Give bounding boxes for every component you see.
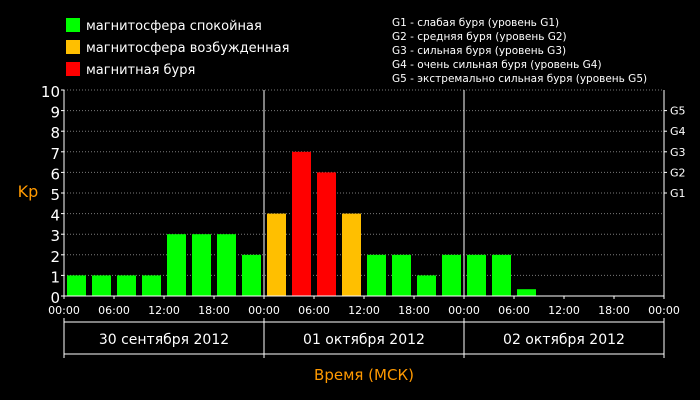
bar — [492, 254, 511, 296]
storm-level-legend: G1 - слабая буря (уровень G1) G2 - средн… — [392, 17, 647, 85]
y-tick-label: 1 — [50, 268, 60, 286]
y-tick-label: 0 — [50, 289, 60, 307]
storm-level-g4: G4 - очень сильная буря (уровень G4) — [392, 59, 602, 71]
y-tick-label: 4 — [50, 207, 60, 225]
y-tick-label: 5 — [50, 186, 60, 204]
bar — [267, 213, 286, 296]
storm-level-g1: G1 - слабая буря (уровень G1) — [392, 17, 559, 29]
storm-level-tick-label: G4 — [670, 125, 686, 138]
legend-label-quiet: магнитосфера спокойная — [86, 19, 262, 34]
bar — [167, 234, 186, 296]
bar — [242, 254, 261, 296]
x-tick-label: 06:00 — [498, 304, 530, 317]
x-axis-label: Время (МСК) — [314, 366, 414, 384]
bar — [92, 275, 111, 296]
x-tick-label: 00:00 — [448, 304, 480, 317]
x-tick-label: 18:00 — [198, 304, 230, 317]
day-label: 01 октября 2012 — [303, 332, 425, 348]
bar — [517, 289, 536, 296]
bar — [342, 213, 361, 296]
y-tick-label: 7 — [50, 145, 60, 163]
bar — [217, 234, 236, 296]
storm-level-tick-label: G2 — [670, 166, 686, 179]
bar — [317, 172, 336, 296]
y-tick-label: 8 — [50, 124, 60, 142]
y-tick-label: 6 — [50, 165, 60, 183]
legend-label-storm: магнитная буря — [86, 63, 195, 78]
x-tick-label: 12:00 — [148, 304, 180, 317]
y-tick-label: 10 — [41, 83, 60, 101]
bar — [442, 254, 461, 296]
x-tick-label: 12:00 — [348, 304, 380, 317]
bar — [67, 275, 86, 296]
x-tick-label: 00:00 — [648, 304, 680, 317]
x-tick-label: 06:00 — [298, 304, 330, 317]
bar — [142, 275, 161, 296]
x-tick-label: 12:00 — [548, 304, 580, 317]
legend: магнитосфера спокойная магнитосфера возб… — [66, 18, 289, 78]
legend-swatch-storm — [66, 62, 80, 76]
storm-level-tick-label: G1 — [670, 187, 686, 200]
x-tick-label: 00:00 — [48, 304, 80, 317]
bar — [292, 151, 311, 296]
storm-level-g3: G3 - сильная буря (уровень G3) — [392, 45, 566, 57]
x-tick-label: 18:00 — [398, 304, 430, 317]
x-tick-label: 00:00 — [248, 304, 280, 317]
legend-swatch-active — [66, 40, 80, 54]
x-tick-label: 06:00 — [98, 304, 130, 317]
y-axis-label: Kp — [18, 182, 39, 201]
y-tick-label: 3 — [50, 227, 60, 245]
day-label: 02 октября 2012 — [503, 332, 625, 348]
storm-level-g2: G2 - средняя буря (уровень G2) — [392, 31, 567, 43]
bar — [192, 234, 211, 296]
day-label: 30 сентября 2012 — [99, 332, 229, 348]
y-tick-label: 2 — [50, 248, 60, 266]
storm-level-g5: G5 - экстремально сильная буря (уровень … — [392, 73, 647, 85]
bar — [392, 254, 411, 296]
x-tick-label: 18:00 — [598, 304, 630, 317]
bar — [367, 254, 386, 296]
bar — [117, 275, 136, 296]
storm-level-tick-label: G3 — [670, 146, 686, 159]
bar — [467, 254, 486, 296]
legend-label-active: магнитосфера возбужденная — [86, 41, 289, 56]
storm-level-tick-label: G5 — [670, 105, 686, 118]
legend-swatch-quiet — [66, 18, 80, 32]
y-tick-label: 9 — [50, 104, 60, 122]
bar — [417, 275, 436, 296]
plot-area: 0 1 2 3 4 5 6 7 8 9 10 G1 G2 G3 G4 G5 00:00 06:00 12:00 18:… — [41, 83, 686, 358]
